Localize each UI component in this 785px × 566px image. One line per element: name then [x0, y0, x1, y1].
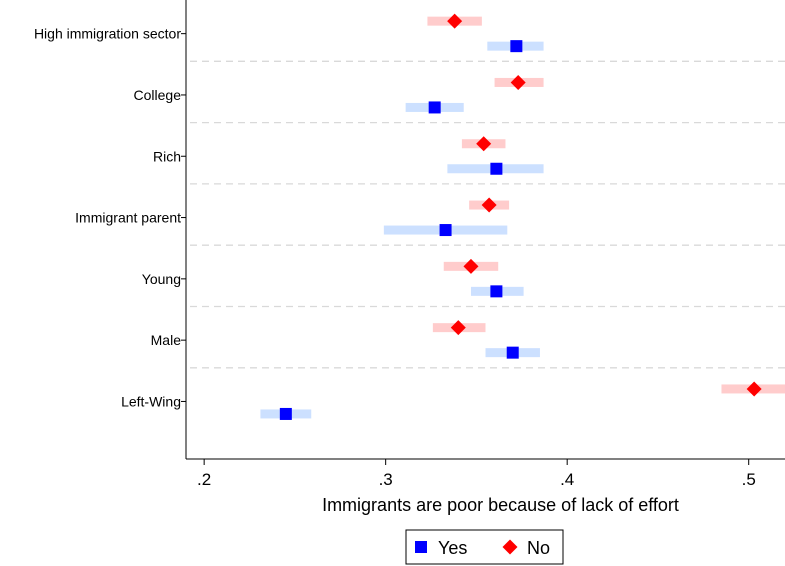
legend-marker-no	[502, 539, 518, 555]
point-no	[463, 258, 479, 274]
point-no	[476, 136, 492, 152]
category-label: Male	[151, 332, 182, 348]
point-yes	[510, 40, 523, 53]
point-yes	[279, 407, 292, 420]
category-label: Rich	[153, 148, 181, 164]
point-no	[510, 74, 526, 90]
point-no	[481, 197, 497, 213]
category-label: Young	[142, 271, 181, 287]
point-yes	[506, 346, 519, 359]
x-tick-label: .2	[197, 470, 211, 489]
legend: Yes No	[405, 529, 564, 565]
point-yes	[428, 101, 441, 114]
point-no	[447, 13, 463, 29]
point-no	[450, 320, 466, 336]
point-yes	[490, 285, 503, 298]
point-yes	[439, 224, 452, 237]
x-tick-label: .5	[742, 470, 756, 489]
legend-label-no: No	[527, 538, 550, 558]
legend-label-yes: Yes	[438, 538, 467, 558]
category-label: College	[134, 87, 182, 103]
point-no	[746, 381, 762, 397]
category-label: Left-Wing	[121, 393, 181, 409]
x-tick-label: .4	[560, 470, 574, 489]
category-label: High immigration sector	[34, 26, 181, 42]
category-label: Immigrant parent	[75, 210, 181, 226]
x-axis-title: Immigrants are poor because of lack of e…	[322, 495, 679, 515]
legend-marker-yes	[415, 541, 427, 553]
legend-box	[405, 529, 564, 565]
point-yes	[490, 162, 503, 175]
x-tick-label: .3	[379, 470, 393, 489]
